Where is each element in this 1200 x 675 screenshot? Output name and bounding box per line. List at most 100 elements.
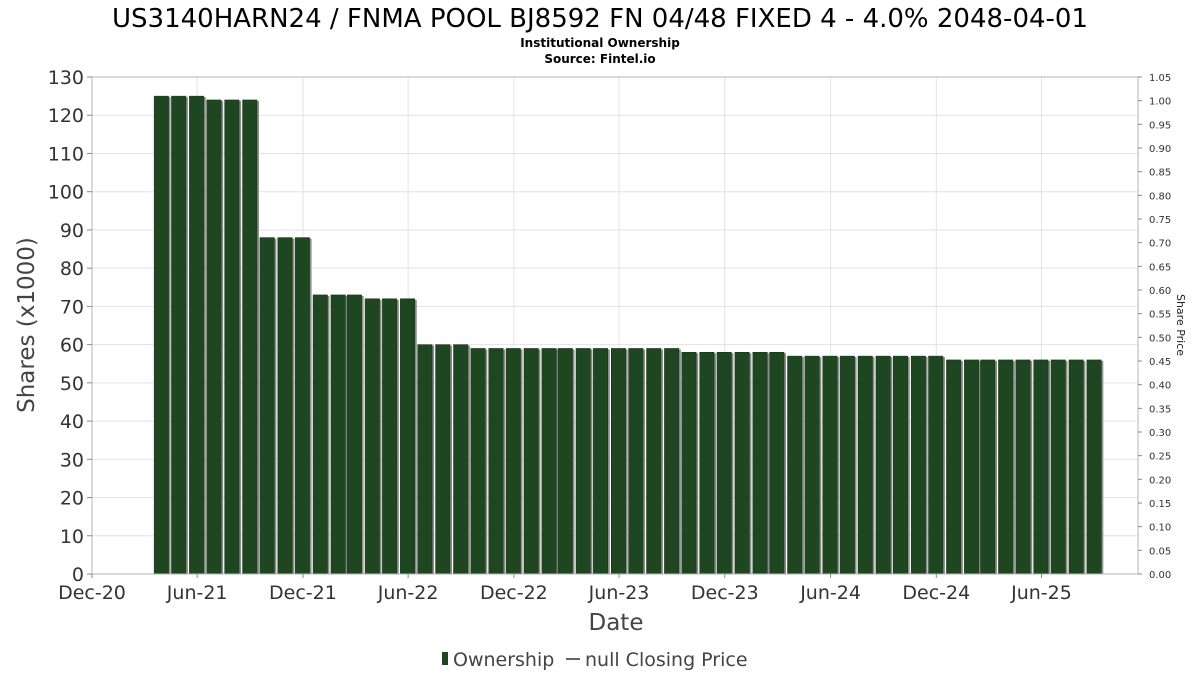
- y-tick-label: 90: [60, 220, 84, 242]
- y-axis-title: Shares (x1000): [14, 237, 40, 413]
- x-tick-label: Dec-20: [58, 582, 126, 604]
- legend: Ownership null Closing Price: [442, 649, 748, 671]
- ownership-bar: [857, 355, 873, 575]
- x-axis-title: Date: [589, 610, 644, 636]
- y2-tick-label: 0.95: [1149, 120, 1171, 131]
- ownership-bar: [787, 355, 803, 575]
- legend-price-label: null Closing Price: [585, 649, 748, 671]
- plot-area-frame: [91, 76, 1139, 575]
- y2-axis-title: Share Price: [1174, 294, 1187, 356]
- y2-tick-label: 0.35: [1149, 404, 1171, 415]
- ownership-bar: [153, 95, 169, 575]
- ownership-bar: [382, 298, 398, 575]
- y-tick-label: 130: [48, 67, 84, 89]
- ownership-bar: [611, 348, 626, 575]
- y-tick-label: 80: [60, 258, 84, 280]
- ownership-bar: [277, 237, 293, 575]
- ownership-bar: [330, 294, 346, 575]
- y2-tick-label: 0.75: [1149, 215, 1171, 226]
- y2-tick-label: 0.80: [1149, 191, 1171, 202]
- ownership-bar: [716, 352, 732, 575]
- ownership-bar: [1033, 359, 1049, 575]
- ownership-bar: [541, 348, 557, 575]
- x-tick-label: Jun-21: [166, 582, 228, 604]
- ownership-bar: [839, 355, 855, 575]
- y2-tick-label: 0.25: [1149, 452, 1171, 463]
- bars: [153, 95, 1104, 575]
- ownership-bar: [681, 352, 697, 575]
- x-tick-label: Dec-24: [902, 582, 970, 604]
- ownership-bar: [1015, 359, 1031, 575]
- y2-tick-label: 0.90: [1149, 144, 1171, 155]
- y2-tick-label: 0.45: [1149, 357, 1171, 368]
- y-tick-label: 110: [48, 143, 84, 165]
- y2-tick-label: 0.65: [1149, 262, 1171, 273]
- ownership-bar: [822, 355, 838, 575]
- ownership-bar: [980, 359, 996, 575]
- ownership-bar: [752, 352, 768, 575]
- ownership-bar: [1068, 359, 1084, 575]
- ownership-bar: [417, 344, 433, 575]
- ownership-bar: [505, 348, 521, 575]
- y-tick-label: 120: [48, 105, 84, 127]
- ownership-bar: [593, 348, 609, 575]
- ownership-bar: [964, 359, 980, 575]
- x-tick-label: Jun-22: [377, 582, 439, 604]
- y2-tick-label: 0.55: [1149, 310, 1171, 321]
- ownership-bar: [1050, 359, 1066, 575]
- ownership-bar: [699, 352, 715, 575]
- y2-tick-label: 0.30: [1149, 428, 1171, 439]
- ownership-bar: [646, 348, 662, 575]
- ownership-bar: [400, 298, 415, 575]
- ownership-bar: [575, 348, 591, 575]
- y2-tick-label: 0.70: [1149, 239, 1171, 250]
- ownership-bar: [171, 95, 187, 575]
- ownership-bar: [435, 344, 451, 575]
- x-axis: Dec-20 Jun-21 Dec-21 Jun-22 Dec-22 Jun-23 Dec-…: [58, 574, 1072, 604]
- ownership-bar: [734, 352, 750, 575]
- y-tick-label: 60: [60, 335, 84, 357]
- y2-tick-label: 0.60: [1149, 286, 1171, 297]
- ownership-bar: [346, 294, 362, 575]
- ownership-bar: [1086, 359, 1102, 575]
- y-axis-right: 0.00 0.05 0.10 0.15 0.20 0.25 0.30 0.35 0.40 0.45…: [1138, 73, 1171, 581]
- ownership-bar: [206, 99, 222, 575]
- y-tick-label: 100: [48, 182, 84, 204]
- ownership-bar: [769, 352, 785, 575]
- y2-tick-label: 0.10: [1149, 523, 1171, 534]
- ownership-bar: [259, 237, 275, 575]
- y-tick-label: 0: [72, 564, 84, 586]
- ownership-bar: [470, 348, 486, 575]
- chart-title: US3140HARN24 / FNMA POOL BJ8592 FN 04/48…: [112, 4, 1088, 34]
- ownership-bar: [628, 348, 644, 575]
- chart-subtitle-ownership: Institutional Ownership: [520, 36, 680, 50]
- x-tick-label: Dec-21: [269, 582, 337, 604]
- y2-tick-label: 1.00: [1149, 97, 1171, 108]
- ownership-bar: [189, 95, 205, 575]
- ownership-bar: [804, 355, 820, 575]
- y-tick-label: 40: [60, 411, 84, 433]
- ownership-bar: [224, 99, 240, 575]
- y2-tick-label: 0.00: [1149, 570, 1171, 581]
- y-axis-left: 0 10 20 30 40 50 60 70 80 90 100 110 120 130: [48, 67, 92, 586]
- y2-tick-label: 0.15: [1149, 499, 1171, 510]
- ownership-bar: [523, 348, 539, 575]
- y2-tick-label: 0.20: [1149, 475, 1171, 486]
- ownership-bar: [557, 348, 573, 575]
- y2-tick-label: 0.40: [1149, 381, 1171, 392]
- y2-tick-label: 0.85: [1149, 168, 1171, 179]
- x-tick-label: Dec-23: [691, 582, 759, 604]
- x-tick-label: Jun-25: [1010, 582, 1072, 604]
- x-tick-label: Dec-22: [480, 582, 548, 604]
- ownership-bar: [946, 359, 962, 575]
- ownership-bar: [875, 355, 891, 575]
- ownership-bar: [294, 237, 310, 575]
- y2-tick-label: 0.50: [1149, 333, 1171, 344]
- chart-subtitle-source: Source: Fintel.io: [544, 52, 655, 66]
- ownership-bar: [910, 355, 926, 575]
- x-tick-label: Jun-24: [799, 582, 861, 604]
- ownership-bar: [364, 298, 380, 575]
- ownership-bar: [664, 348, 680, 575]
- y-tick-label: 50: [60, 373, 84, 395]
- ownership-bar: [312, 294, 328, 575]
